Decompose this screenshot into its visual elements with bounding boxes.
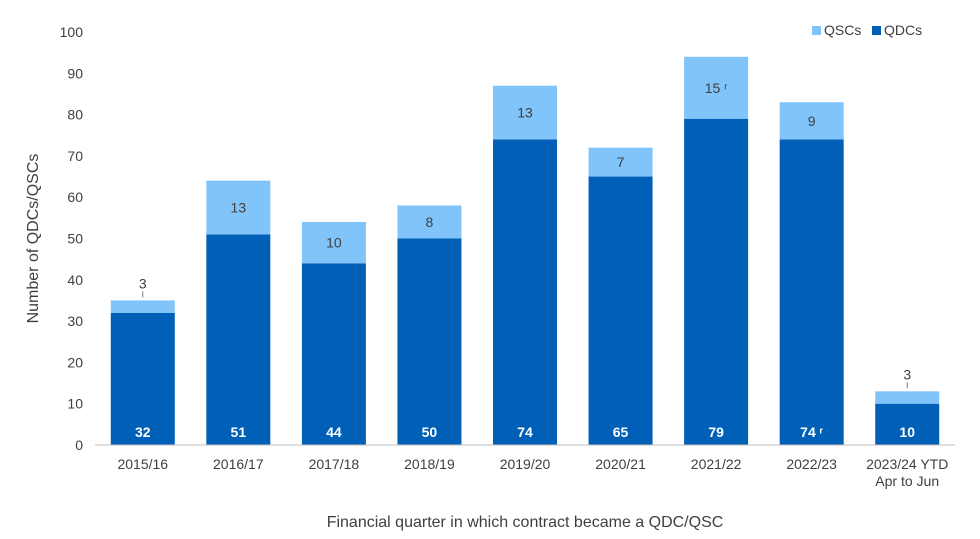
x-tick-label: 2021/22	[691, 456, 742, 472]
x-axis-ticks: 2015/16 2016/17 2017/18 2018/19 2019/20 2020/…	[117, 456, 948, 489]
data-label-qscs: 9	[808, 113, 816, 129]
legend-swatch-qscs	[812, 26, 821, 35]
bar-qdcs	[493, 139, 557, 445]
x-tick-label: 2019/20	[500, 456, 551, 472]
data-label-qscs: 3	[903, 366, 911, 382]
y-axis-ticks: 0 10 20 30 40 50 60 70 80 90 100	[60, 24, 84, 453]
bar-labels: 32 3 51 13 44 10 50 8 74 13 65 7 79 15 ʳ 74 ʳ 9 10 3	[135, 80, 915, 440]
data-label-qdcs: 51	[231, 424, 247, 440]
bar-qscs	[110, 300, 175, 313]
y-tick-label: 10	[67, 396, 83, 412]
y-tick-label: 40	[67, 272, 83, 288]
bar-qdcs	[397, 238, 462, 445]
x-tick-label: 2018/19	[404, 456, 455, 472]
bar-qdcs	[588, 176, 653, 446]
bar-qscs	[779, 102, 844, 140]
y-tick-label: 0	[75, 437, 83, 453]
y-tick-label: 70	[67, 148, 83, 164]
bar-qscs	[493, 85, 557, 140]
data-label-qdcs: 10	[899, 424, 915, 440]
x-axis-title: Financial quarter in which contract beca…	[327, 514, 724, 531]
bars	[110, 56, 940, 446]
bar-qdcs	[301, 263, 366, 445]
data-label-qdcs: 74	[517, 424, 533, 440]
data-label-qdcs: 44	[326, 424, 342, 440]
y-tick-label: 50	[67, 231, 83, 247]
data-label-qscs: 7	[617, 154, 625, 170]
y-tick-label: 20	[67, 354, 83, 370]
bar-qdcs	[779, 139, 844, 445]
bar-qdcs	[110, 312, 175, 445]
bar-qscs	[875, 391, 940, 404]
bar-qscs	[588, 147, 653, 177]
y-tick-label: 30	[67, 313, 83, 329]
data-label-qscs: 3	[139, 275, 147, 291]
bar-qdcs	[206, 234, 271, 445]
data-label-qscs: 13	[517, 105, 533, 121]
x-tick-label: 2020/21	[595, 456, 646, 472]
data-label-qscs: 8	[426, 214, 434, 230]
bar-qscs	[684, 56, 749, 119]
x-tick-label: 2017/18	[309, 456, 360, 472]
bar-qscs	[397, 205, 462, 239]
data-label-qscs: 15 ʳ	[705, 80, 728, 96]
bar-qscs	[301, 221, 366, 264]
y-tick-label: 90	[67, 65, 83, 81]
x-tick-label: 2023/24 YTD Apr to Jun	[866, 456, 948, 489]
bar-qdcs	[875, 403, 940, 445]
legend-swatch-qdcs	[872, 26, 881, 35]
data-label-qdcs: 79	[708, 424, 724, 440]
data-label-qscs: 10	[326, 235, 342, 251]
bar-qdcs	[684, 118, 749, 445]
data-label-qdcs: 50	[422, 424, 438, 440]
x-tick-label: 2015/16	[117, 456, 168, 472]
data-label-qscs: 13	[231, 200, 247, 216]
legend: QSCs QDCs	[812, 22, 922, 38]
legend-label-qdcs: QDCs	[884, 22, 922, 38]
y-axis-title: Number of QDCs/QSCs	[25, 154, 42, 324]
bar-qscs	[206, 180, 271, 235]
y-tick-label: 60	[67, 189, 83, 205]
legend-label-qscs: QSCs	[824, 22, 861, 38]
y-tick-label: 100	[60, 24, 84, 40]
x-tick-label: 2016/17	[213, 456, 264, 472]
data-label-qdcs: 32	[135, 424, 151, 440]
y-tick-label: 80	[67, 107, 83, 123]
data-label-qdcs: 74 ʳ	[800, 424, 823, 440]
x-tick-label: 2022/23	[786, 456, 837, 472]
data-label-qdcs: 65	[613, 424, 629, 440]
